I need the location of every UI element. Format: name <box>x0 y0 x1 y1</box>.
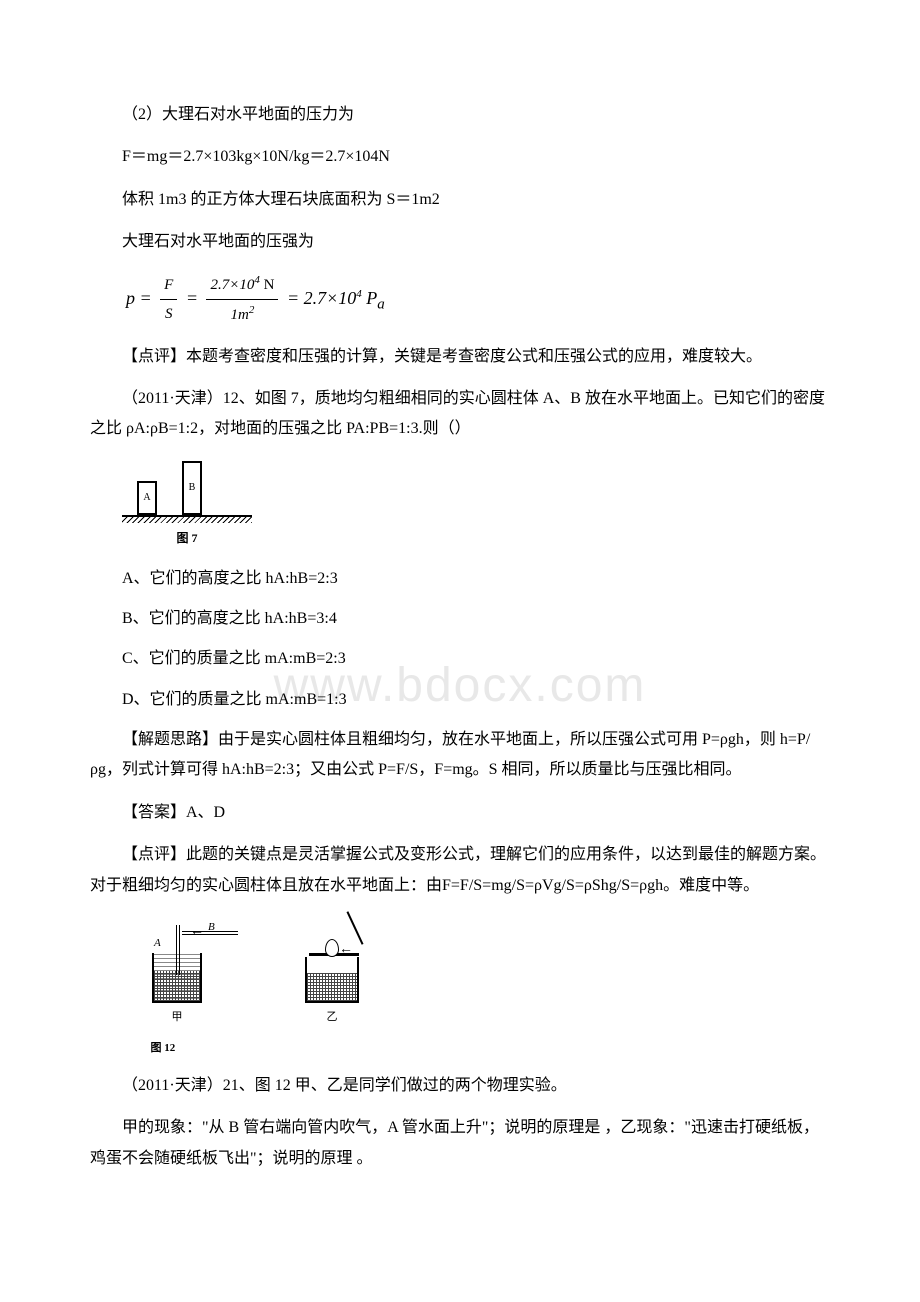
paragraph-answer: 【答案】A、D <box>90 798 830 828</box>
caption-yi: 乙 <box>272 1007 392 1028</box>
experiment-jia: A B ← 甲 <box>122 913 232 1028</box>
paragraph-review-2: 【点评】此题的关键点是灵活掌握公式及变形公式，理解它们的应用条件，以达到最佳的解… <box>90 840 830 901</box>
option-c: C、它们的质量之比 mA:mB=2:3 <box>122 644 830 674</box>
paragraph-review-1: 【点评】本题考查密度和压强的计算，关键是考查密度公式和压强公式的应用，难度较大。 <box>90 342 830 372</box>
beaker-yi: ← <box>305 957 359 1003</box>
tube-a <box>176 925 180 975</box>
option-b: B、它们的高度之比 hA:hB=3:4 <box>122 604 830 634</box>
figure-12: A B ← 甲 ← <box>122 913 830 1028</box>
beaker-jia: A B ← <box>152 953 202 1003</box>
cylinder-a: A <box>137 481 157 515</box>
formula-frac1-num: F <box>160 271 177 301</box>
caption-jia: 甲 <box>122 1007 232 1028</box>
formula-lhs: p <box>126 288 135 308</box>
formula-frac2-num: 2.7×104 N <box>206 270 278 301</box>
options-list: A、它们的高度之比 hA:hB=2:3 B、它们的高度之比 hA:hB=3:4 … <box>122 564 830 716</box>
pressure-formula: p = F S = 2.7×104 N 1m2 = 2.7×104 Pa <box>126 270 830 330</box>
experiment-yi: ← 乙 <box>272 913 392 1028</box>
figure-12-caption: 图 12 <box>151 1038 831 1059</box>
option-a: A、它们的高度之比 hA:hB=2:3 <box>122 564 830 594</box>
paragraph-force-calc: F＝mg＝2.7×103kg×10N/kg＝2.7×104N <box>90 142 830 172</box>
paragraph-pressure-intro: 大理石对水平地面的压强为 <box>90 227 830 257</box>
water-jia <box>154 971 200 1001</box>
arrow-yi-icon: ← <box>339 937 353 964</box>
figure-7: A B 图 7 <box>122 457 252 550</box>
label-b: B <box>208 917 215 938</box>
cylinder-b: B <box>182 461 202 515</box>
formula-frac2-den: 1m2 <box>206 300 278 330</box>
water-yi <box>307 973 357 1001</box>
paragraph-question-12: （2011·天津）12、如图 7，质地均匀粗细相同的实心圆柱体 A、B 放在水平… <box>90 384 830 445</box>
paragraph-force-intro: （2）大理石对水平地面的压力为 <box>90 100 830 130</box>
paragraph-phenomena: 甲的现象："从 B 管右端向管内吹气，A 管水面上升"；说明的原理是 ，乙现象：… <box>90 1113 830 1174</box>
paragraph-solution: 【解题思路】由于是实心圆柱体且粗细均匀，放在水平地面上，所以压强公式可用 P=ρ… <box>90 725 830 786</box>
formula-frac1-den: S <box>160 300 177 329</box>
figure-7-caption: 图 7 <box>122 527 252 550</box>
egg-icon <box>325 939 339 957</box>
ground-hatching <box>122 515 252 523</box>
paragraph-question-21: （2011·天津）21、图 12 甲、乙是同学们做过的两个物理实验。 <box>90 1071 830 1101</box>
paragraph-area: 体积 1m3 的正方体大理石块底面积为 S＝1m2 <box>90 185 830 215</box>
formula-rhs: = 2.7×104 Pa <box>287 288 385 308</box>
arrow-jia-icon: ← <box>190 919 204 946</box>
label-a: A <box>154 933 161 954</box>
option-d: D、它们的质量之比 mA:mB=1:3 <box>122 685 830 715</box>
